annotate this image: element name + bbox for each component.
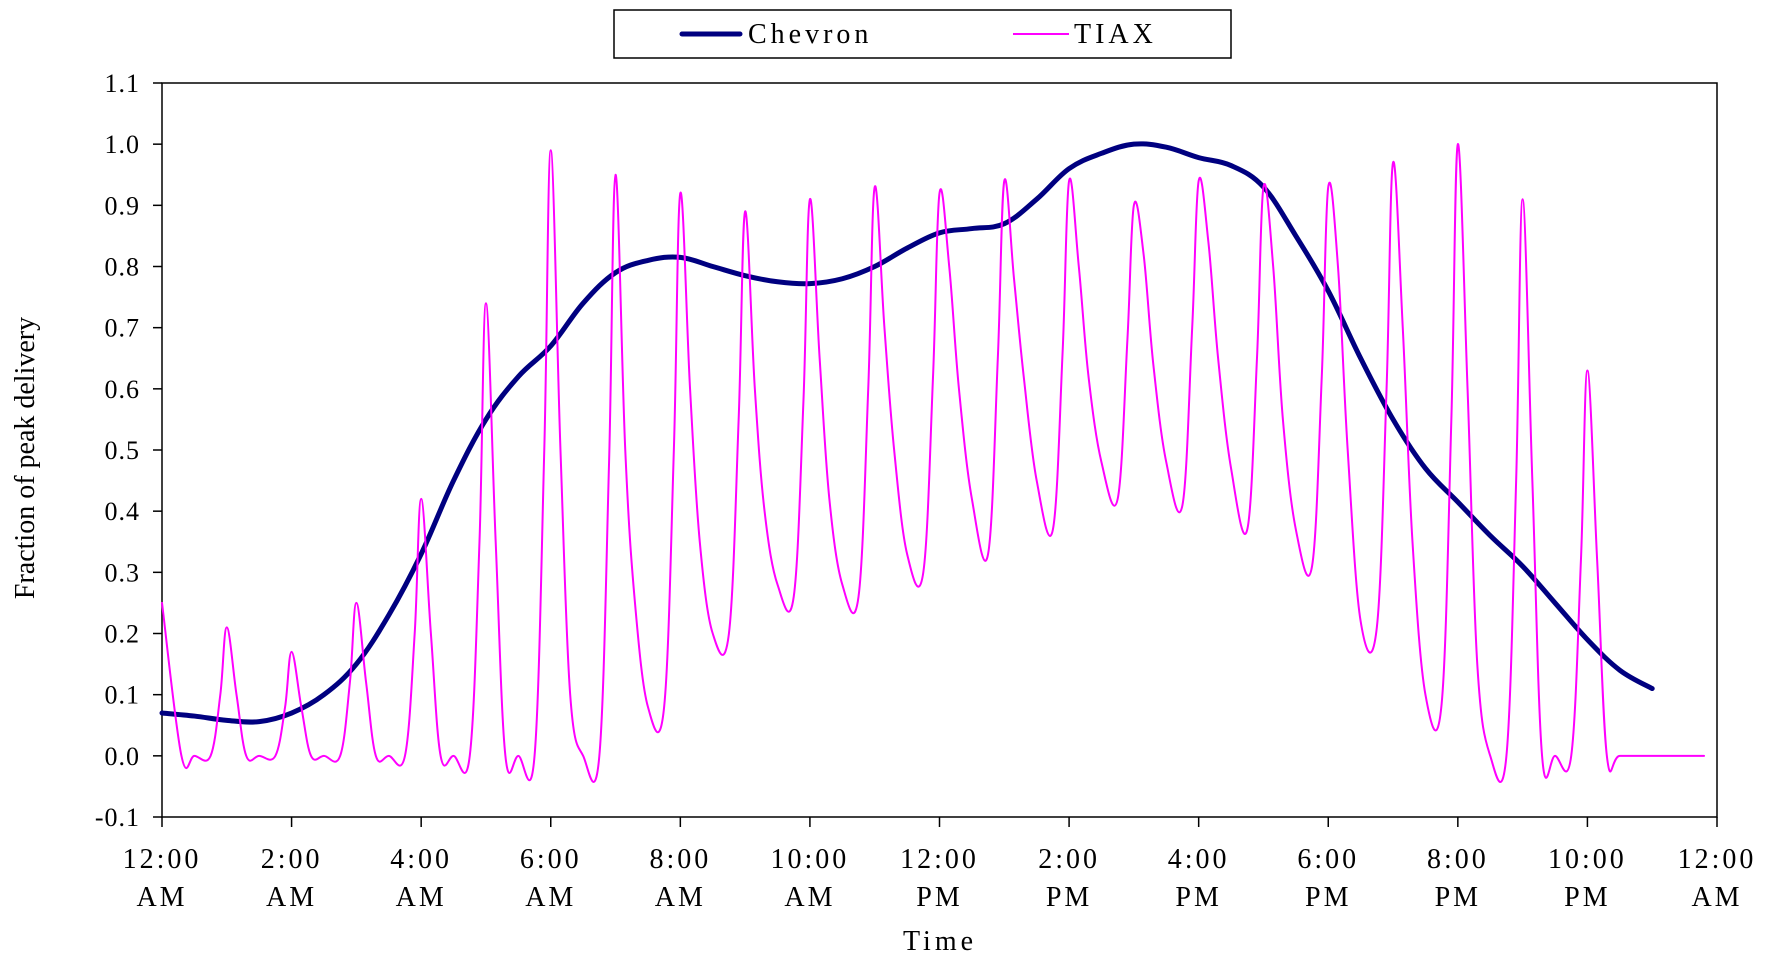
x-tick-label-time: 6:00 [520,844,582,875]
y-tick-label: 0.4 [105,497,141,526]
x-tick-label-period: AM [784,882,835,913]
series-line-chevron [159,141,1655,725]
y-tick-label: 0.3 [105,558,141,587]
x-tick-label-period: PM [916,882,962,913]
x-tick-label-period: PM [1175,882,1221,913]
x-tick-label-time: 12:00 [1678,844,1757,875]
y-tick-label: 0.9 [105,191,141,220]
y-tick-label: 0.5 [105,436,141,465]
y-tick-label: 1.1 [105,69,141,98]
x-tick-label-period: PM [1435,882,1481,913]
y-tick-label: 1.0 [105,130,141,159]
x-tick-label-period: PM [1564,882,1610,913]
legend: Chevron TIAX [613,9,1232,59]
legend-label-tiax: TIAX [1074,19,1157,50]
y-tick-label: 0.2 [105,620,141,649]
x-tick-label-time: 10:00 [1548,844,1627,875]
x-tick-label-time: 4:00 [390,844,452,875]
y-tick-label: -0.1 [95,803,140,832]
x-tick-label-time: 12:00 [123,844,202,875]
x-tick-label-time: 6:00 [1297,844,1359,875]
y-tick-label: 0.0 [105,742,141,771]
x-axis-title: Time [903,926,977,957]
x-tick-label-period: AM [655,882,706,913]
x-tick-label-time: 4:00 [1168,844,1230,875]
x-tick-label-time: 2:00 [261,844,323,875]
x-tick-label-time: 12:00 [900,844,979,875]
y-tick-label: 0.8 [105,253,141,282]
y-tick-label: 0.6 [105,375,141,404]
axes: -0.1 0.0 0.1 0.2 0.3 0.4 0.5 0.6 0.7 0.8 0.9 1.0 1.1… [95,69,1757,913]
x-tick-label-period: AM [136,882,187,913]
x-tick-label-period: AM [1691,882,1742,913]
x-tick-label-time: 10:00 [771,844,850,875]
x-tick-label-time: 8:00 [1427,844,1489,875]
y-axis-title: Fraction of peak delivery [10,317,41,599]
x-tick-label-period: AM [396,882,447,913]
x-tick-label-period: PM [1305,882,1351,913]
x-tick-label-period: PM [1046,882,1092,913]
y-tick-label: 0.7 [105,314,141,343]
x-tick-label-time: 8:00 [649,844,711,875]
x-tick-label-period: AM [525,882,576,913]
legend-label-chevron: Chevron [748,19,872,50]
series-layer [159,141,1706,783]
x-tick-label-period: AM [266,882,317,913]
series-line-tiax [161,143,1706,783]
x-tick-label-time: 2:00 [1038,844,1100,875]
y-tick-label: 0.1 [105,681,141,710]
